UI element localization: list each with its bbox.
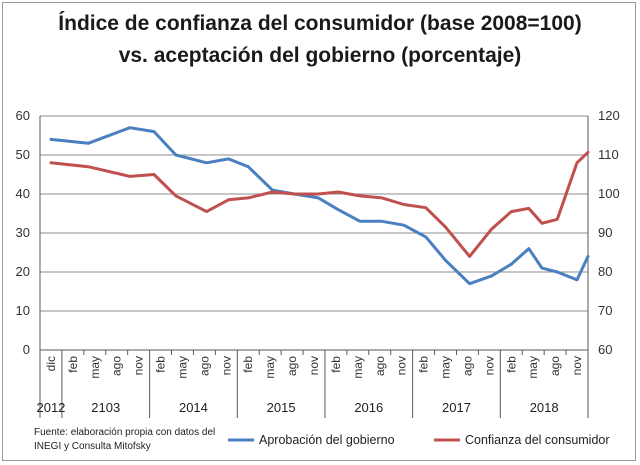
right-tick-label: 90 xyxy=(598,225,612,240)
left-tick-label: 0 xyxy=(23,342,30,357)
left-tick-label: 40 xyxy=(16,186,30,201)
x-tick-label: feb xyxy=(417,356,431,373)
x-tick-label: may xyxy=(263,356,277,379)
left-tick-label: 50 xyxy=(16,147,30,162)
x-tick-label: may xyxy=(526,356,540,379)
x-tick-label: ago xyxy=(460,356,474,376)
x-tick-label: nov xyxy=(219,356,233,375)
right-axis-ticks: 60 70 80 90 100 110 120 xyxy=(598,108,620,357)
x-tick-label: ago xyxy=(197,356,211,376)
x-tick-label: dic xyxy=(44,356,58,371)
year-label: 2016 xyxy=(354,400,383,415)
legend-label-confidence: Confianza del consumidor xyxy=(465,433,610,447)
x-tick-label: feb xyxy=(241,356,255,373)
x-tick-label: may xyxy=(351,356,365,379)
year-label: 2017 xyxy=(442,400,471,415)
x-tick-label: ago xyxy=(373,356,387,376)
axes xyxy=(39,116,589,418)
x-tick-label: nov xyxy=(395,356,409,375)
x-tick-label: feb xyxy=(329,356,343,373)
x-tick-label: ago xyxy=(548,356,562,376)
left-tick-label: 10 xyxy=(16,303,30,318)
x-tick-label: may xyxy=(439,356,453,379)
legend: Aprobación del gobierno Confianza del co… xyxy=(228,433,610,447)
x-tick-label: may xyxy=(88,356,102,379)
left-tick-label: 60 xyxy=(16,108,30,123)
right-tick-label: 110 xyxy=(598,147,619,162)
chart-title-line2: vs. aceptación del gobierno (porcentaje) xyxy=(119,44,522,67)
chart-title-line1: Índice de confianza del consumidor (base… xyxy=(58,12,581,35)
x-tick-label: may xyxy=(175,356,189,379)
right-tick-label: 70 xyxy=(598,303,612,318)
legend-label-approval: Aprobación del gobierno xyxy=(259,433,395,447)
left-tick-label: 20 xyxy=(16,264,30,279)
right-tick-label: 100 xyxy=(598,186,620,201)
x-tick-label: ago xyxy=(110,356,124,376)
left-axis-ticks: 0 10 20 30 40 50 60 xyxy=(16,108,30,357)
year-label: 2018 xyxy=(530,400,559,415)
left-tick-label: 30 xyxy=(16,225,30,240)
year-labels: 2012 2103 2014 2015 2016 2017 2018 xyxy=(36,400,558,415)
x-tick-label: nov xyxy=(570,356,584,375)
x-tick-label: feb xyxy=(504,356,518,373)
series-line-confidence xyxy=(49,150,590,258)
right-tick-label: 60 xyxy=(598,342,612,357)
right-tick-label: 80 xyxy=(598,264,612,279)
x-tick-label: nov xyxy=(132,356,146,375)
x-tick-label: nov xyxy=(482,356,496,375)
x-tick-label: feb xyxy=(66,356,80,373)
x-tick-label: nov xyxy=(307,356,321,375)
series-lines xyxy=(49,126,590,286)
x-axis-ticks: dic feb may ago nov feb may ago nov feb may ago nov f… xyxy=(44,356,584,379)
right-tick-label: 120 xyxy=(598,108,620,123)
year-label: 2012 xyxy=(36,400,65,415)
series-line-approval xyxy=(49,126,590,286)
source-note-line1: Fuente: elaboración propia con datos del xyxy=(34,427,215,438)
year-label: 2015 xyxy=(267,400,296,415)
year-label: 2014 xyxy=(179,400,208,415)
chart-frame xyxy=(2,2,636,461)
gridlines xyxy=(40,115,588,312)
x-tick-label: ago xyxy=(285,356,299,376)
x-tick-label: feb xyxy=(154,356,168,373)
source-note-line2: INEGI y Consulta Mitofsky xyxy=(34,441,151,452)
year-label: 2103 xyxy=(91,400,120,415)
